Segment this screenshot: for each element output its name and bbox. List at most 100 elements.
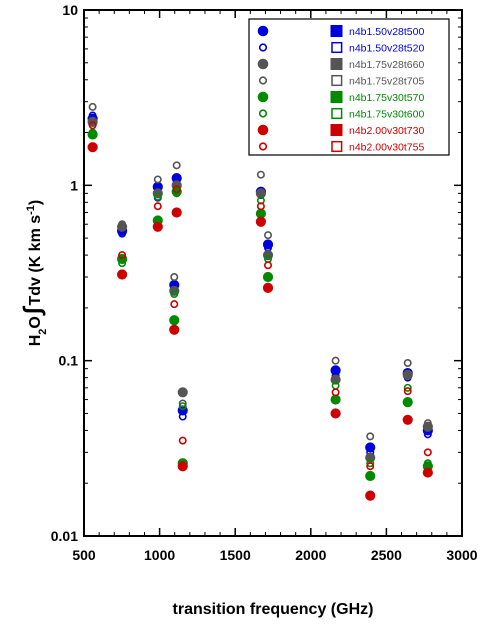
- x-tick-label: 500: [72, 547, 96, 563]
- data-point: [177, 387, 188, 398]
- y-axis-label-h: H: [27, 335, 44, 347]
- legend-label: n4b1.75v30t600: [349, 109, 424, 121]
- data-point: [172, 185, 181, 194]
- data-point: [88, 121, 97, 130]
- series-n4b2.00v30t755: [88, 121, 432, 471]
- y-tick-label: 10: [62, 2, 78, 18]
- data-point: [264, 261, 273, 270]
- y-axis-label-rest: Tdv (K km s: [27, 215, 44, 306]
- data-point: [366, 462, 375, 471]
- legend-filled-circle-icon: [257, 58, 269, 70]
- data-point: [172, 189, 181, 198]
- data-point: [171, 207, 182, 218]
- data-point: [423, 419, 432, 428]
- legend-filled-circle-icon: [257, 25, 269, 37]
- data-point: [118, 220, 127, 229]
- legend-filled-square-icon: [330, 25, 343, 37]
- data-point: [170, 273, 179, 282]
- y-tick-label: 0.1: [59, 353, 79, 369]
- data-point: [178, 412, 187, 421]
- legend-filled-square-icon: [330, 58, 343, 70]
- legend-filled-circle-icon: [257, 124, 269, 136]
- data-point: [403, 387, 412, 396]
- legend-open-square-icon: [331, 140, 343, 153]
- data-point: [366, 432, 375, 441]
- x-tick-label: 2000: [295, 547, 326, 563]
- data-point: [264, 231, 273, 240]
- legend-box: [248, 18, 450, 156]
- axis-ticks: [83, 9, 463, 537]
- data-point: [172, 161, 181, 170]
- data-point: [331, 388, 340, 397]
- x-tick-label: 2500: [371, 547, 402, 563]
- legend-filled-circle-icon: [257, 91, 269, 103]
- legend-filled-square-icon: [330, 91, 343, 103]
- data-point: [330, 374, 341, 385]
- y-axis-label-integral: ∫: [19, 305, 46, 316]
- data-point: [169, 324, 180, 335]
- data-point: [88, 128, 97, 137]
- series-n4b1.75v28t705: [88, 102, 432, 441]
- legend-open-circle-icon: [258, 142, 268, 151]
- y-tick-label: 0.01: [51, 528, 78, 544]
- data-point: [152, 221, 163, 232]
- data-point: [255, 216, 267, 227]
- legend-open-circle-icon: [258, 43, 268, 52]
- legend-label: n4b1.75v28t705: [349, 76, 424, 88]
- data-point: [170, 300, 179, 309]
- data-point: [423, 459, 432, 468]
- data-point: [256, 170, 265, 179]
- data-point: [153, 192, 162, 201]
- x-tick-label: 3000: [446, 547, 477, 563]
- data-point: [178, 402, 187, 411]
- data-point: [402, 397, 413, 408]
- legend-open-square-icon: [331, 41, 343, 54]
- data-point: [87, 142, 98, 153]
- data-point: [423, 448, 432, 457]
- data-point: [365, 470, 376, 482]
- legend-open-circle-icon: [258, 109, 268, 118]
- legend-open-circle-icon: [258, 76, 268, 85]
- y-axis-label-sub: 2: [37, 329, 49, 335]
- data-points: [87, 102, 433, 501]
- data-point: [153, 175, 162, 184]
- data-point: [402, 369, 413, 380]
- data-point: [366, 459, 375, 468]
- data-point: [365, 490, 376, 501]
- series-n4b2.00v30t730: [87, 142, 433, 501]
- legend-label: n4b1.50v28t520: [349, 43, 424, 55]
- y-axis-label-o: O: [27, 316, 44, 328]
- legend: n4b1.50v28t500 n4b1.50v28t520 n4b1.75v28t6…: [248, 18, 450, 156]
- data-point: [170, 290, 179, 299]
- data-point: [330, 394, 341, 405]
- x-axis-label: transition frequency (GHz): [173, 601, 374, 618]
- data-point: [403, 383, 412, 392]
- data-point: [118, 259, 127, 268]
- y-axis-label: H2O∫Tdv (K km s-1): [19, 200, 49, 347]
- y-axis-label-sup: -1: [25, 205, 37, 215]
- legend-label: n4b1.50v28t500: [349, 26, 424, 38]
- data-point: [331, 356, 340, 365]
- data-point: [262, 282, 274, 294]
- data-point: [177, 461, 188, 472]
- x-tick-label: 1000: [144, 547, 175, 563]
- data-point: [178, 436, 187, 445]
- y-tick-label: 1: [70, 177, 78, 193]
- legend-label: n4b1.75v30t570: [349, 92, 424, 104]
- data-point: [365, 452, 376, 463]
- data-point: [88, 102, 97, 111]
- data-point: [422, 467, 433, 478]
- data-point: [402, 414, 413, 425]
- data-point: [262, 271, 274, 283]
- data-point: [117, 269, 128, 280]
- legend-label: n4b2.00v30t730: [349, 125, 424, 137]
- legend-label: n4b1.75v28t660: [349, 59, 424, 71]
- data-point: [403, 358, 412, 367]
- legend-filled-square-icon: [330, 124, 343, 136]
- x-tick-label: 1500: [220, 547, 251, 563]
- data-point: [118, 251, 127, 260]
- data-point: [169, 315, 180, 326]
- data-point: [178, 399, 187, 408]
- data-point: [330, 408, 341, 419]
